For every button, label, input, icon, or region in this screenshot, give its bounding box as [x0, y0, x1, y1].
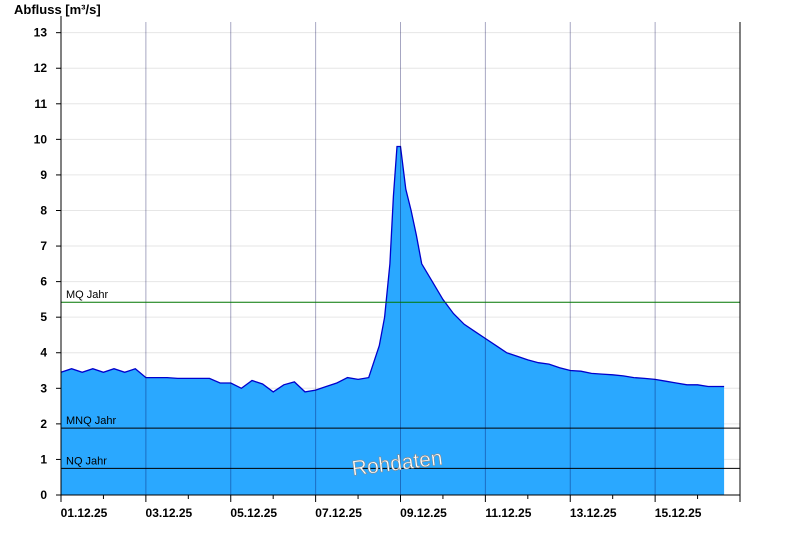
y-tick-label: 3 [40, 381, 47, 395]
y-tick-label: 12 [34, 61, 48, 75]
y-tick-label: 5 [40, 310, 47, 324]
x-tick-label: 03.12.25 [146, 506, 193, 520]
y-tick-label: 13 [34, 26, 48, 40]
x-tick-label: 11.12.25 [485, 506, 531, 520]
discharge-line [60, 145, 725, 393]
reference-line-label: MQ Jahr [66, 289, 109, 301]
y-tick-label: 1 [40, 452, 47, 466]
y-tick-label: 0 [40, 488, 47, 502]
x-tick-label: 05.12.25 [230, 506, 277, 520]
x-tick-label: 13.12.25 [570, 506, 617, 520]
y-tick-label: 2 [40, 417, 47, 431]
x-tick-label: 15.12.25 [655, 506, 702, 520]
x-tick-label: 01.12.25 [61, 506, 108, 520]
y-tick-label: 7 [40, 239, 47, 253]
reference-line-label: MNQ Jahr [66, 415, 116, 427]
y-tick-label: 8 [40, 203, 47, 217]
y-tick-label: 9 [40, 168, 47, 182]
x-tick-label: 09.12.25 [400, 506, 447, 520]
y-tick-label: 4 [40, 346, 47, 360]
y-axis-title: Abfluss [m³/s] [14, 2, 101, 17]
y-tick-label: 6 [40, 275, 47, 289]
y-tick-label: 11 [34, 97, 47, 111]
y-tick-label: 10 [34, 132, 48, 146]
x-tick-label: 07.12.25 [315, 506, 362, 520]
reference-line-label: NQ Jahr [66, 455, 107, 467]
discharge-area [61, 146, 725, 495]
